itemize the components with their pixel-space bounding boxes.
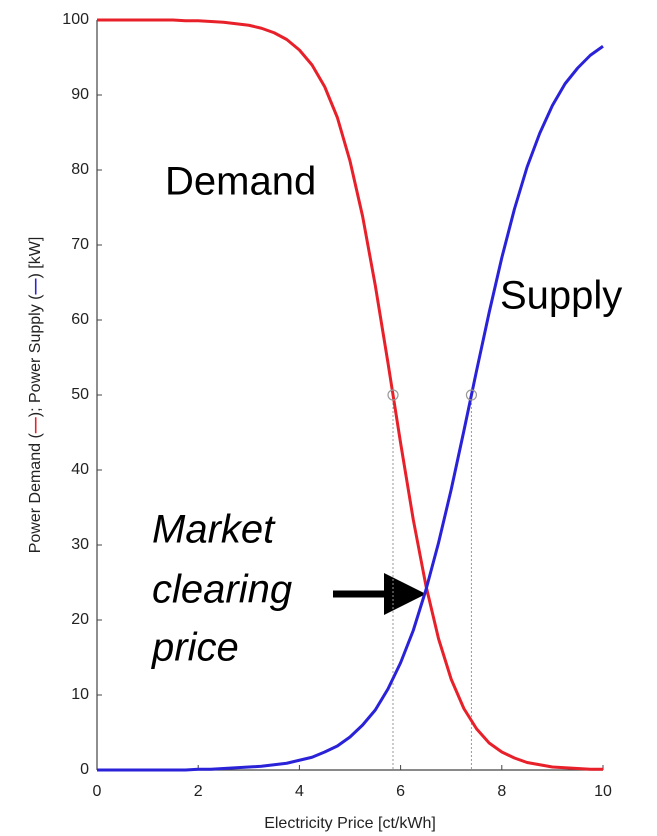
legend-entry: — xyxy=(27,279,44,295)
clearing-annotation: Market xyxy=(152,508,276,552)
y-tick-label: 50 xyxy=(71,386,89,403)
x-axis-label: Electricity Price [ct/kWh] xyxy=(264,815,436,832)
supply-annotation: Supply xyxy=(500,274,622,318)
clearing-annotation: clearing xyxy=(152,568,292,612)
marker xyxy=(465,389,478,401)
y-axis-label: Power Demand (—); Power Supply (—) [kW] xyxy=(27,237,44,554)
y-tick-label: 90 xyxy=(71,86,89,103)
clearing-annotation: price xyxy=(151,626,239,670)
series-line xyxy=(97,45,604,772)
y-tick-label: 30 xyxy=(71,536,89,553)
demand-annotation: Demand xyxy=(165,160,316,204)
x-tick-label: 4 xyxy=(295,783,304,800)
x-tick-label: 10 xyxy=(594,783,612,800)
y-tick-label: 70 xyxy=(71,236,89,253)
y-tick-label: 20 xyxy=(71,611,89,628)
y-tick-label: 80 xyxy=(71,161,89,178)
y-tick-label: 0 xyxy=(80,761,89,778)
y-tick-label: 10 xyxy=(71,686,89,703)
y-axis-label-part: ) [kW] xyxy=(27,237,44,279)
marker xyxy=(387,389,399,401)
x-tick-label: 8 xyxy=(497,783,506,800)
series-line xyxy=(97,18,603,771)
x-tick-label: 0 xyxy=(93,783,102,800)
y-tick-label: 40 xyxy=(71,461,89,478)
y-axis-label-part: ); Power Supply ( xyxy=(27,294,44,417)
y-tick-label: 60 xyxy=(71,311,89,328)
y-axis-label-part: Power Demand ( xyxy=(27,433,44,554)
legend-entry: — xyxy=(27,417,44,433)
y-tick-label: 100 xyxy=(62,11,89,28)
x-tick-label: 6 xyxy=(396,783,405,800)
x-tick-label: 2 xyxy=(194,783,203,800)
